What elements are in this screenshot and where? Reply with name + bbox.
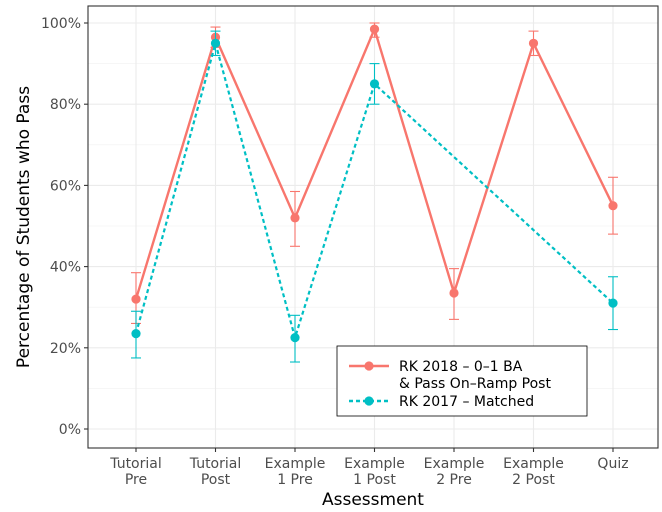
y-tick-label: 80% (50, 97, 81, 113)
y-tick-label: 20% (50, 341, 81, 357)
x-tick-label-line: Tutorial (189, 456, 241, 472)
y-axis-ticks: 0% 20% 40% 60% 80% 100% (41, 16, 88, 438)
x-tick-label-line: Example (265, 456, 326, 472)
series-2 (131, 30, 618, 363)
x-tick-label-line: 1 Post (353, 472, 396, 488)
data-point (131, 294, 141, 304)
y-tick-label: 40% (50, 260, 81, 276)
data-point (608, 298, 618, 308)
legend-key-point (364, 361, 374, 371)
x-tick-label: Example 2 Pre (424, 456, 485, 488)
data-point (290, 213, 300, 223)
y-axis-title: Percentage of Students who Pass (14, 86, 34, 368)
data-point (210, 38, 221, 48)
panel-border (87, 5, 659, 449)
x-axis-title: Assessment (322, 490, 424, 510)
legend-box (336, 345, 588, 417)
legend-label-line: RK 2018 – 0–1 BA (399, 359, 523, 375)
data-point (131, 328, 141, 339)
series-layer (131, 22, 618, 363)
x-tick-label: Example 1 Pre (265, 456, 326, 488)
data-point (369, 24, 380, 34)
y-tick-label: 60% (50, 178, 81, 194)
data-point (528, 38, 539, 48)
x-tick-label-line: Example (503, 456, 564, 472)
data-point (369, 79, 380, 89)
data-point (449, 288, 459, 298)
x-tick-label-line: Tutorial (109, 456, 161, 472)
data-point (608, 201, 618, 211)
x-tick-label: Example 2 Post (503, 456, 564, 488)
x-tick-label-line: Example (424, 456, 485, 472)
y-tick-label: 100% (41, 16, 81, 32)
x-tick-label: Tutorial Pre (109, 456, 161, 488)
x-tick-label-line: Quiz (597, 456, 628, 472)
x-tick-label: Example 1 Post (344, 456, 405, 488)
x-tick-label-line: Example (344, 456, 405, 472)
x-tick-label-line: Post (201, 472, 231, 488)
data-point (290, 333, 300, 343)
legend-key-point (364, 396, 374, 406)
x-tick-label-line: 2 Pre (436, 472, 472, 488)
plot-panel (87, 5, 659, 449)
legend-label-line: RK 2017 – Matched (399, 394, 534, 410)
x-tick-label-line: 2 Post (512, 472, 555, 488)
x-tick-label: Tutorial Post (189, 456, 241, 488)
legend-label: RK 2017 – Matched (399, 394, 534, 410)
x-tick-label-line: Pre (125, 472, 147, 488)
legend-label: RK 2018 – 0–1 BA & Pass On–Ramp Post (399, 359, 551, 392)
x-tick-label-line: 1 Pre (277, 472, 313, 488)
legend-label-line: & Pass On–Ramp Post (399, 376, 551, 392)
x-tick-label: Quiz (597, 456, 628, 472)
y-tick-label: 0% (59, 422, 81, 438)
